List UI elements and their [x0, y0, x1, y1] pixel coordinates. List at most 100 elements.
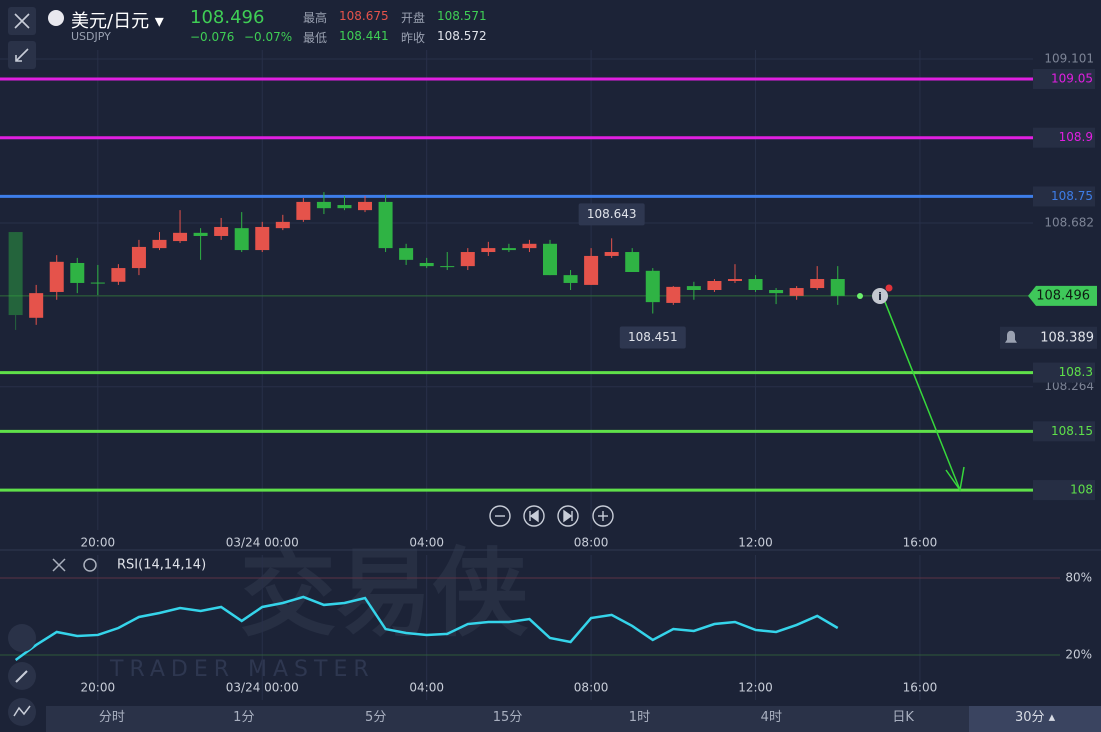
bell-icon	[1005, 330, 1017, 343]
candle	[543, 239, 558, 276]
candle-body	[440, 266, 455, 268]
change: −0.076	[190, 30, 235, 44]
candle	[358, 196, 373, 213]
candle	[399, 243, 414, 265]
candle-body	[810, 279, 825, 289]
candle-body	[645, 270, 660, 303]
candle-body	[131, 246, 146, 269]
candle	[378, 194, 393, 253]
x-tick-label: 04:00	[409, 681, 444, 695]
period-tab[interactable]: 1时	[574, 706, 706, 732]
candle	[49, 255, 64, 300]
period-tab[interactable]: 4时	[705, 706, 837, 732]
rsi-tick-label: 20%	[1065, 647, 1092, 661]
candle-body	[707, 280, 722, 290]
open-label: 开盘	[401, 11, 426, 25]
candle-body	[70, 262, 85, 283]
period-tab[interactable]: 30分 ▴	[969, 706, 1101, 732]
rsi-line	[14, 595, 839, 661]
price-level-tag	[1033, 362, 1095, 383]
period-tab[interactable]: 日K	[837, 706, 969, 732]
drawn-arrow	[882, 296, 961, 491]
change-pct: −0.07%	[244, 30, 293, 44]
tab-label: 15分	[492, 710, 523, 725]
x-tick-label: 16:00	[903, 681, 938, 695]
x-tick-label: 12:00	[738, 536, 773, 550]
candle	[131, 239, 146, 276]
info-icon[interactable]	[872, 288, 888, 304]
period-tab[interactable]: 分时	[46, 706, 178, 732]
prev-label: 昨收	[401, 31, 426, 45]
candle	[789, 286, 804, 300]
candle-body	[275, 221, 290, 229]
candle	[769, 288, 784, 305]
candle	[29, 284, 44, 325]
period-tabs: 分时 1分 5分 15分 1时 4时 日K 30分 ▴	[46, 706, 1101, 732]
price-level-label: 108	[1070, 483, 1093, 497]
candle	[645, 268, 660, 314]
zoom-controls	[489, 505, 614, 527]
candle	[625, 248, 640, 272]
alert-tag	[1000, 326, 1097, 349]
low-marker-box	[619, 326, 686, 349]
high-marker-label: 108.643	[587, 207, 637, 221]
price: 108.496	[190, 7, 265, 28]
candle-body	[522, 243, 537, 249]
alert-dot	[885, 284, 893, 292]
candle	[604, 238, 619, 258]
candle-body	[358, 201, 373, 211]
period-tab[interactable]: 5分	[310, 706, 442, 732]
price-level-tag	[1033, 186, 1095, 207]
current-dot	[857, 293, 863, 299]
candle-body	[29, 293, 44, 318]
low: 108.441	[339, 29, 389, 43]
candle	[830, 266, 845, 305]
candle	[173, 210, 188, 244]
candle	[255, 221, 270, 253]
period-tab[interactable]: 1分	[178, 706, 310, 732]
candle	[111, 264, 126, 285]
candle-body	[419, 262, 434, 267]
pair[interactable]: 美元/日元 ▾	[71, 11, 164, 32]
candle-body	[111, 268, 126, 282]
candle-body	[727, 279, 742, 281]
candle	[214, 217, 229, 240]
candle	[481, 241, 496, 256]
candle-body	[255, 226, 270, 251]
candle-body	[666, 286, 681, 303]
plot: 20:00 03/24 00:00 04:00 08:00 12:00 16:00 20:0…	[0, 52, 1097, 695]
price-level-tag	[1033, 127, 1095, 148]
price-level-tag	[1033, 480, 1095, 501]
candle-body	[830, 279, 845, 296]
x-tick-label: 20:00	[81, 681, 116, 695]
watermark-en: TRADER MASTER	[109, 657, 375, 682]
candle-body	[337, 205, 352, 209]
candle-body	[378, 201, 393, 249]
period-tab[interactable]: 15分	[442, 706, 574, 732]
tab-label: 30分	[1014, 710, 1045, 725]
y-tick-label: 108.682	[1044, 216, 1094, 230]
y-tick-label: 109.101	[1044, 52, 1094, 66]
rsi-close[interactable]	[52, 558, 66, 572]
open: 108.571	[437, 9, 487, 23]
icon	[15, 48, 29, 62]
flag	[48, 10, 64, 26]
candle	[90, 264, 105, 296]
candle	[748, 275, 763, 292]
candle	[70, 257, 85, 294]
tool-candles[interactable]	[8, 624, 36, 652]
candle-body	[460, 252, 475, 267]
alert-label: 108.389	[1040, 330, 1094, 345]
x-tick-label: 03/24 00:00	[226, 681, 299, 695]
candle	[686, 281, 701, 300]
tab-label: 4时	[760, 710, 782, 725]
price-level-tag	[1033, 421, 1095, 442]
candle-body	[90, 282, 105, 284]
watermark-cn: 交易侠	[240, 537, 529, 649]
rsi-settings[interactable]	[83, 558, 97, 572]
last-price-tag	[1028, 285, 1097, 306]
candle-body	[748, 279, 763, 290]
